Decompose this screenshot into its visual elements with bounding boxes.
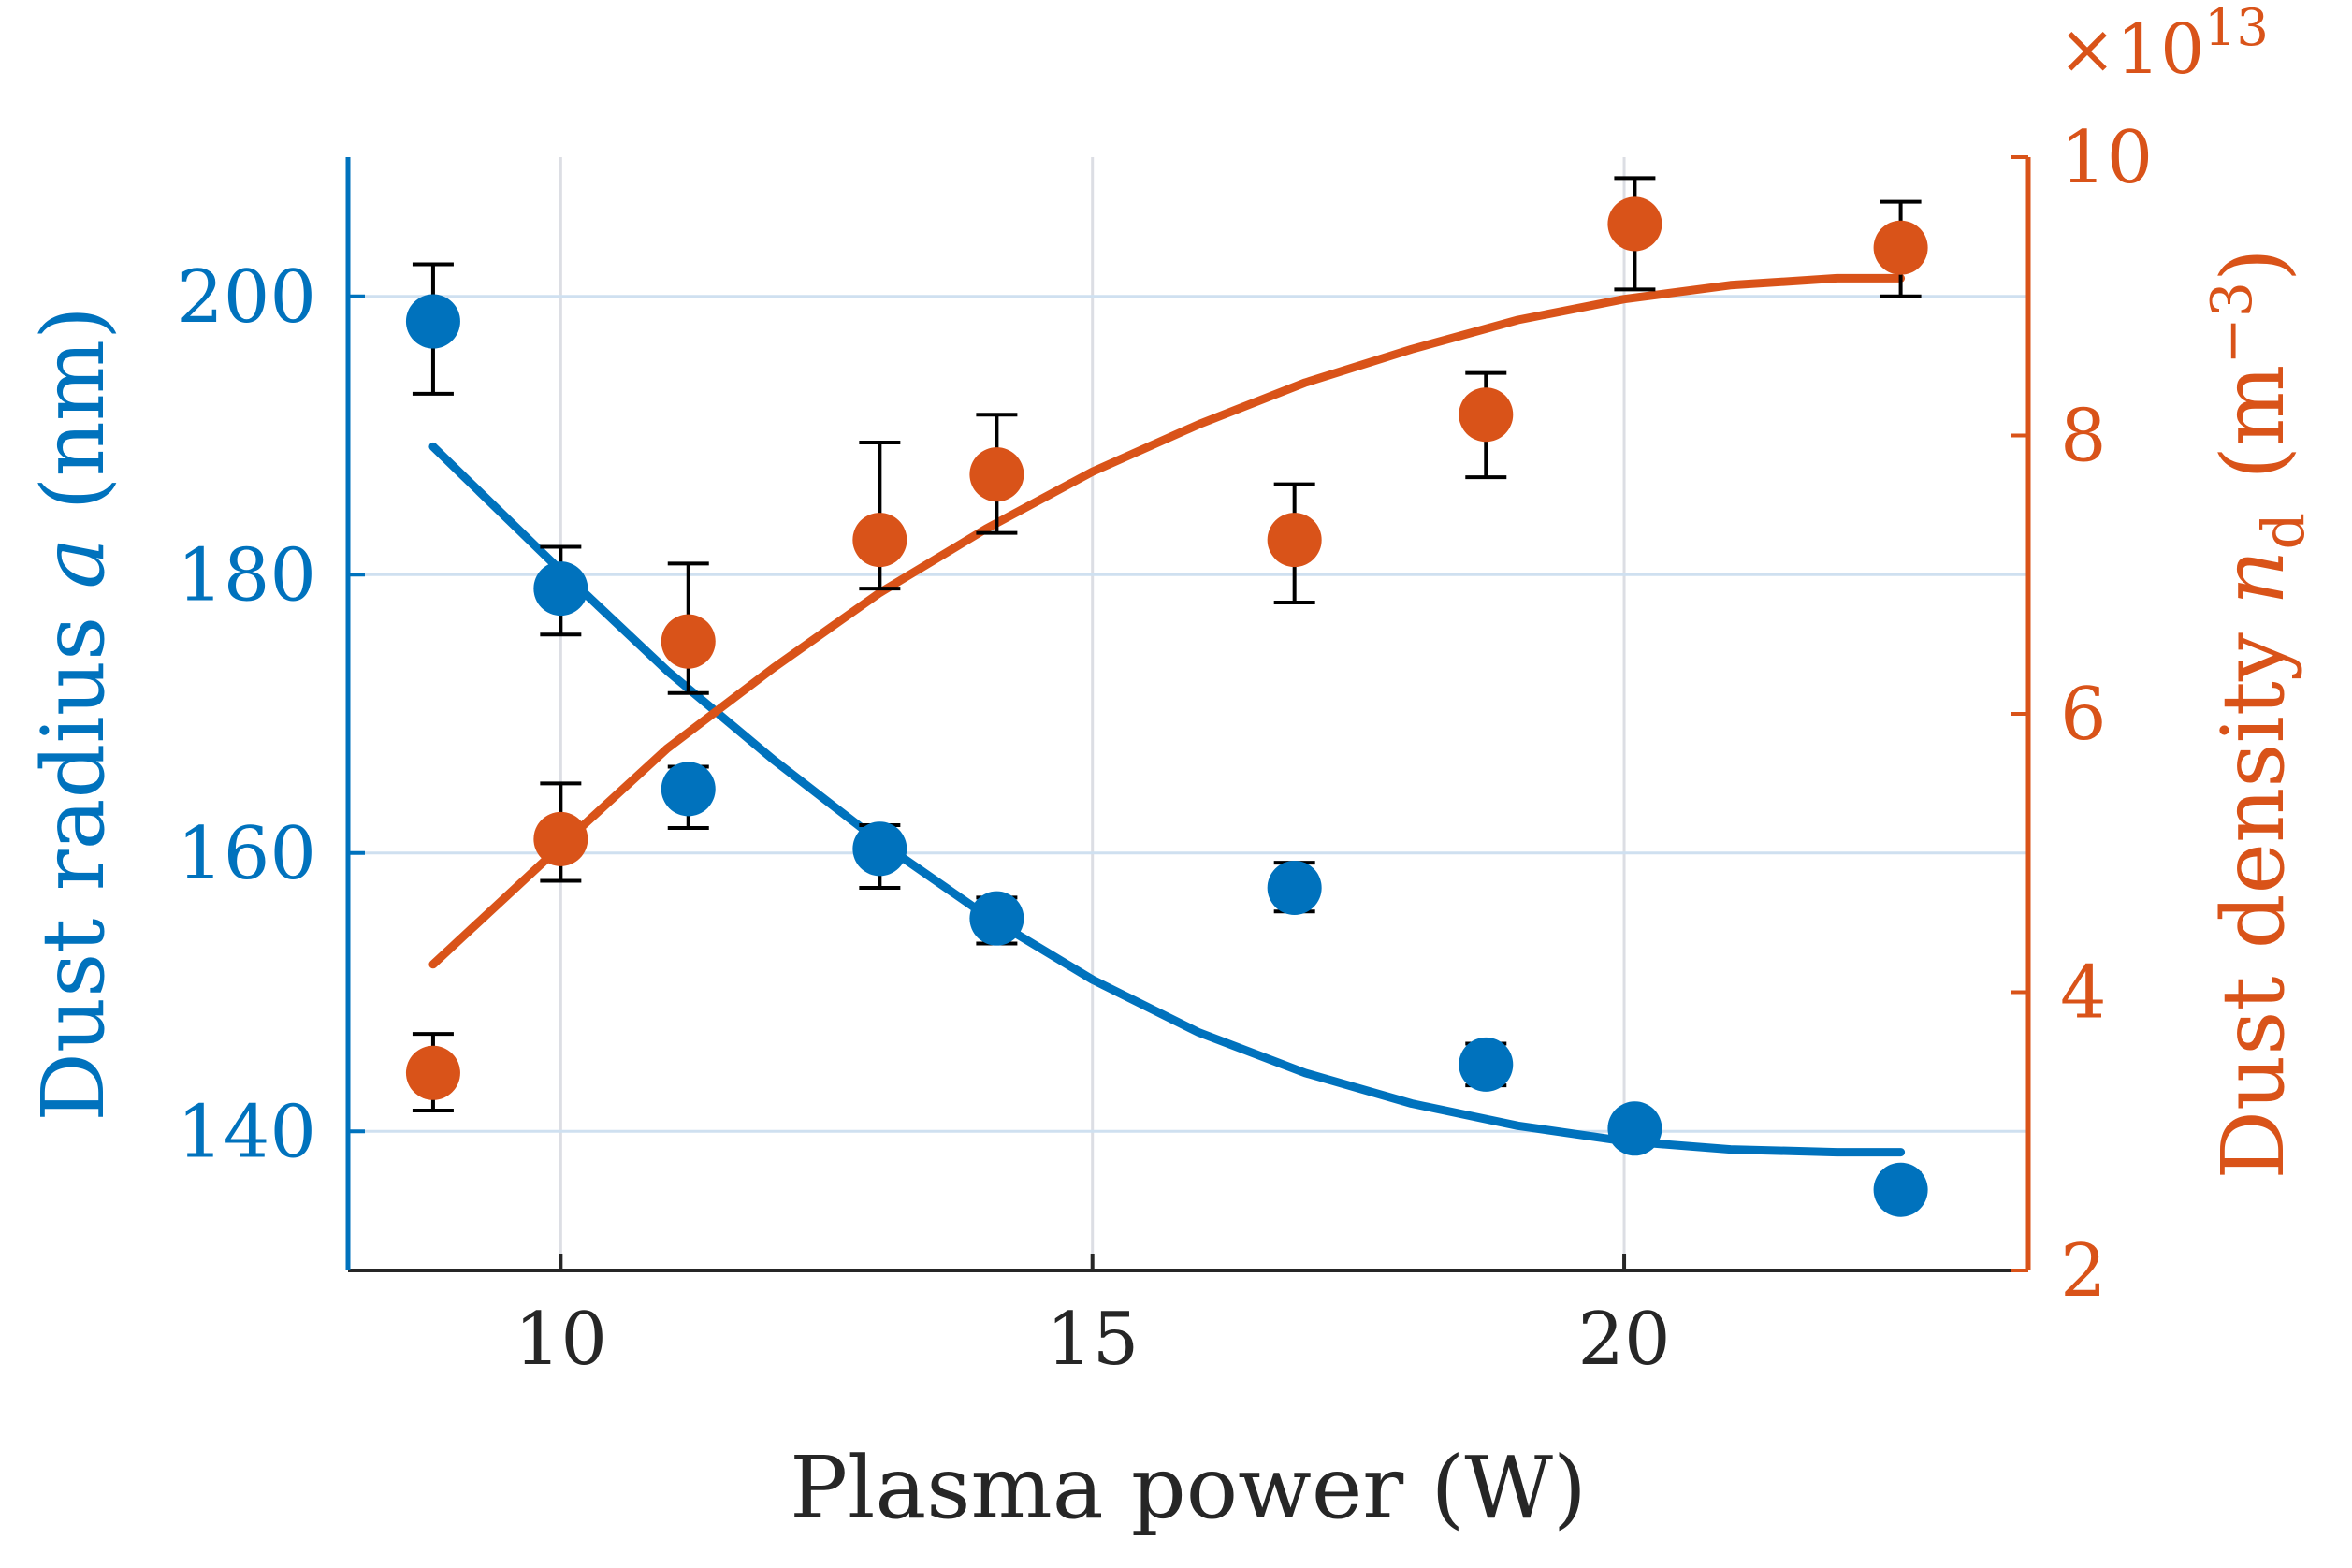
error-bars xyxy=(412,176,1922,1208)
left-data-point xyxy=(405,294,460,349)
grid-lines xyxy=(348,157,2028,1270)
right-data-point xyxy=(533,811,588,866)
fit-curves xyxy=(428,273,1906,1157)
left-fit-line xyxy=(428,442,1906,1157)
right-y-title-superscript: −3 xyxy=(2200,282,2265,364)
x-axis-title-text: Plasma power (W) xyxy=(790,1438,1587,1538)
right-data-point xyxy=(661,614,716,669)
axis-labels: 10 15 20 140 160 180 200 2 4 6 8 10 Plasma power (W)… xyxy=(23,0,2317,1538)
data-markers xyxy=(405,196,1928,1217)
right-y-axis-title: Dust density nd (m−3) xyxy=(2200,248,2317,1180)
right-y-tick-label: 8 xyxy=(2060,395,2107,479)
left-data-point xyxy=(1873,1162,1928,1217)
x-axis-title: Plasma power (W) xyxy=(790,1438,1587,1538)
left-data-point xyxy=(969,891,1024,946)
left-y-axis-title: Dust radius a (nm) xyxy=(23,306,123,1122)
left-y-tick-label: 180 xyxy=(177,533,316,617)
left-y-tick-label: 140 xyxy=(177,1090,316,1174)
right-data-point xyxy=(405,1045,460,1100)
right-y-title-text: Dust density xyxy=(2203,605,2303,1180)
right-data-point xyxy=(852,513,907,568)
right-y-tick-label: 10 xyxy=(2060,116,2153,200)
left-y-tick-label: 160 xyxy=(177,812,316,896)
left-data-point xyxy=(1459,1037,1514,1092)
right-y-title-unit-close: ) xyxy=(2203,248,2303,282)
right-data-point xyxy=(1459,387,1514,443)
multiplier-base: ×10 xyxy=(2058,9,2204,90)
left-data-point xyxy=(533,561,588,617)
right-y-tick-label: 2 xyxy=(2060,1229,2107,1314)
left-y-title-symbol: a xyxy=(23,538,123,589)
right-y-title-symbol: n xyxy=(2203,550,2303,605)
left-data-point xyxy=(661,762,716,817)
right-y-multiplier: ×1013 xyxy=(2058,0,2269,90)
right-data-point xyxy=(1607,196,1662,252)
right-y-tick-label: 6 xyxy=(2060,673,2107,757)
right-y-tick-label: 4 xyxy=(2060,951,2107,1036)
left-data-point xyxy=(1607,1101,1662,1156)
left-y-tick-label: 200 xyxy=(177,255,316,340)
right-data-point xyxy=(1873,220,1928,275)
x-tick-label: 15 xyxy=(1046,1298,1139,1382)
right-fit-line xyxy=(428,273,1906,969)
left-data-point xyxy=(852,821,907,877)
left-y-title-unit: (nm) xyxy=(23,306,123,538)
right-y-title-unit-open: (m xyxy=(2203,365,2303,507)
axes xyxy=(345,155,2031,1272)
right-y-title-subscript: d xyxy=(2249,513,2317,550)
right-data-point xyxy=(969,447,1024,502)
x-tick-label: 10 xyxy=(515,1298,607,1382)
right-data-point xyxy=(1267,513,1322,568)
left-data-point xyxy=(1267,860,1322,915)
left-y-title-text: Dust radius xyxy=(23,589,123,1122)
x-tick-label: 20 xyxy=(1577,1298,1670,1382)
multiplier-exponent: 13 xyxy=(2204,0,2269,57)
